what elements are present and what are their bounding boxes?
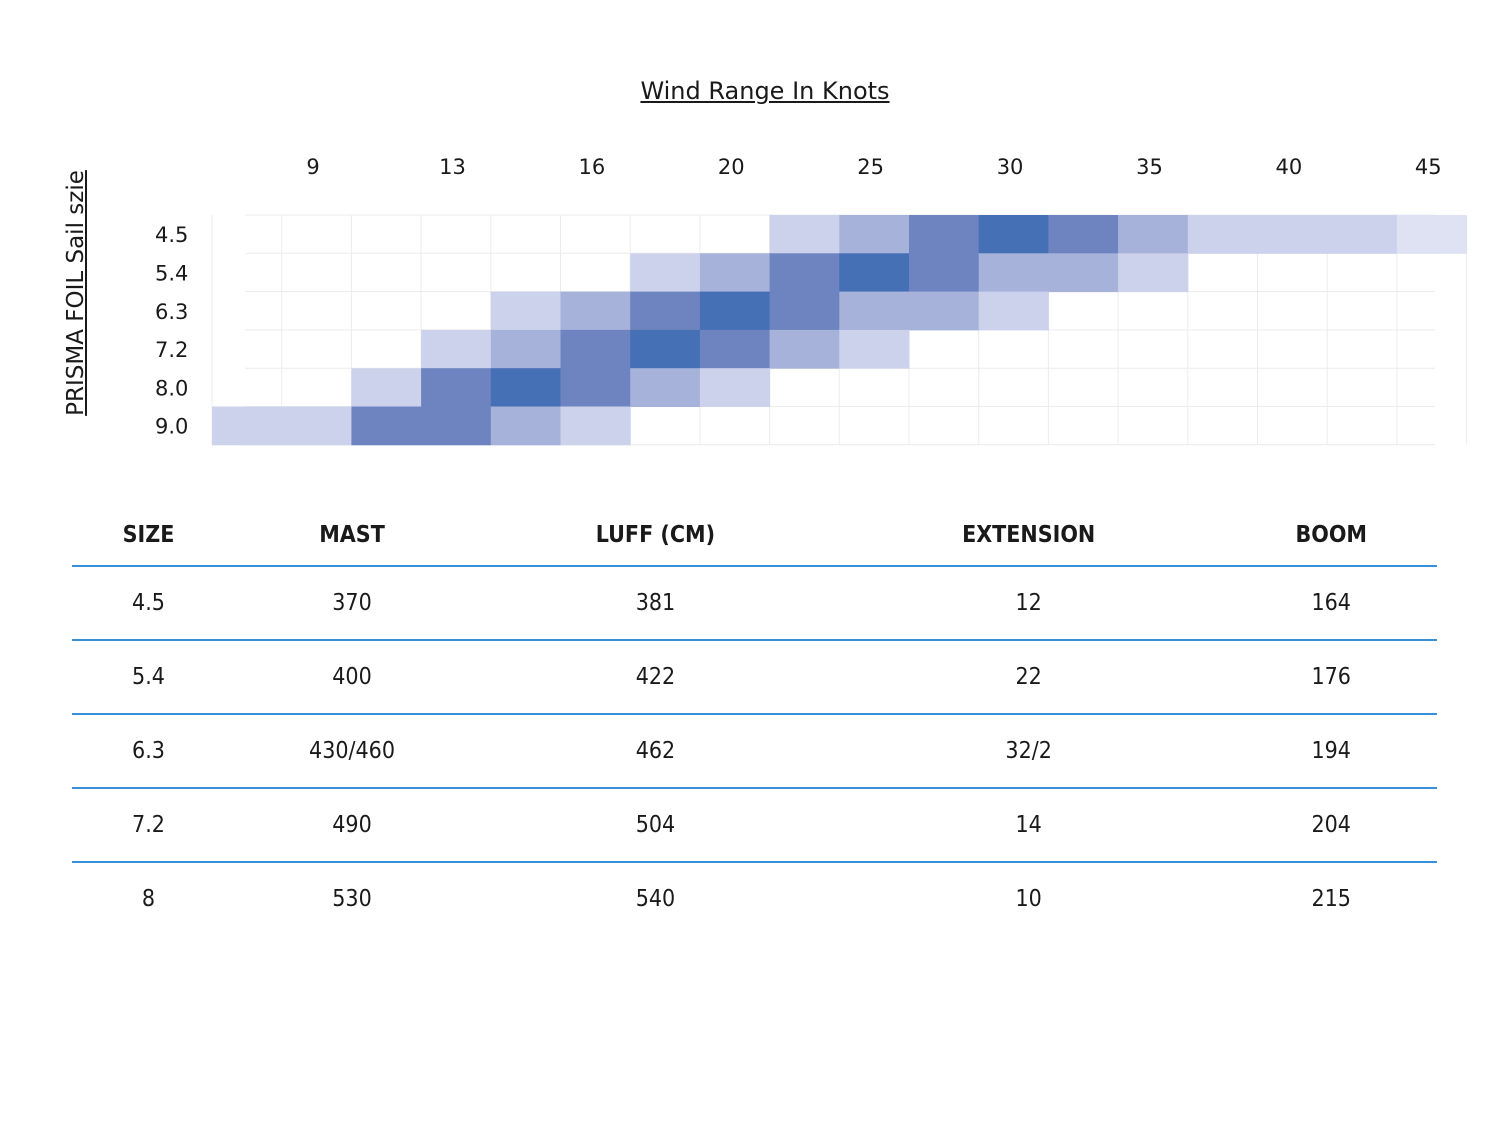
heatmap-cell: [421, 406, 492, 446]
cell-luff: 540: [635, 886, 676, 912]
heatmap-cell: [421, 368, 492, 407]
x-tick-label: 9: [306, 155, 319, 179]
heatmap-cell: [560, 406, 631, 446]
cell-extension: 32/2: [831, 714, 1226, 789]
heatmap-cell: [212, 406, 283, 446]
table-row: 5.4 400 422 22 176: [72, 640, 1437, 715]
heatmap-cell: [769, 329, 840, 369]
table-row: 6.3 430/460 462 32/2 194: [72, 714, 1437, 789]
cell-extension: 14: [831, 788, 1226, 863]
cell-mast: 430/460: [224, 714, 480, 789]
x-tick-label: 45: [1415, 155, 1442, 179]
heatmap-cell: [560, 329, 631, 369]
heatmap-cell: [351, 406, 422, 446]
cell-size: 8: [141, 886, 156, 912]
cell-size: 4.5: [72, 566, 225, 641]
heatmap-cell: [560, 368, 631, 407]
x-tick-label: 20: [718, 155, 745, 179]
header-mast: MAST: [224, 505, 480, 567]
heatmap-cell: [1187, 215, 1258, 254]
cell-extension: 22: [831, 640, 1226, 715]
heatmap-cell: [1396, 215, 1468, 254]
heatmap-cell: [1257, 215, 1328, 254]
x-tick-label: 13: [439, 155, 466, 179]
heatmap-cell: [630, 253, 701, 293]
table-row: 7.2 490 504 14 204: [72, 788, 1437, 863]
heatmap-cell: [490, 406, 561, 446]
heatmap-cell: [1118, 215, 1189, 254]
cell-size: 7.2: [72, 788, 225, 863]
row-label: 5.4: [155, 261, 188, 285]
spec-table: SIZE MAST LUFF (CM) EXTENSION BOOM 4.5 3…: [72, 505, 1437, 935]
heatmap-cell: [490, 291, 561, 331]
row-label: 7.2: [155, 338, 188, 362]
heatmap-cell: [421, 329, 492, 369]
cell-mast: 530: [332, 886, 372, 912]
heatmap-cell: [909, 291, 980, 331]
heatmap-cell: [1048, 253, 1119, 293]
cell-boom: 204: [1225, 788, 1437, 863]
row-label: 6.3: [155, 300, 188, 324]
cell-extension: 10: [1015, 886, 1042, 912]
heatmap-cell: [699, 368, 771, 407]
heatmap-cell: [630, 291, 701, 331]
heatmap-cell: [699, 329, 771, 369]
cell-luff: 462: [479, 714, 832, 789]
heatmap-cell: [839, 329, 910, 369]
cell-boom: 164: [1225, 566, 1437, 641]
heatmap-cell: [1048, 215, 1119, 254]
heatmap-cell: [699, 253, 771, 293]
cell-extension: 12: [831, 566, 1226, 641]
heatmap-cell: [909, 215, 980, 254]
heatmap-cell: [281, 406, 352, 446]
header-extension: EXTENSION: [831, 505, 1226, 567]
header-boom: BOOM: [1225, 505, 1437, 567]
x-tick-label: 35: [1136, 155, 1163, 179]
cell-boom: 215: [1311, 886, 1351, 912]
chart-title: Wind Range In Knots: [640, 77, 890, 105]
heatmap-cell: [630, 368, 701, 407]
wind-range-heatmap: 4.5 5.4 6.3 7.2 8.0 9.0 9 13 16 20 25 30 35 40 45: [155, 155, 1468, 446]
heatmap-cell: [769, 253, 840, 293]
heatmap-cell: [490, 368, 561, 407]
cell-boom: 176: [1225, 640, 1437, 715]
table-row: 4.5 370 381 12 164: [72, 566, 1437, 641]
cell-luff: 422: [479, 640, 832, 715]
cell-luff: 504: [479, 788, 832, 863]
heatmap-cell: [699, 291, 771, 331]
heatmap-cell: [560, 291, 631, 331]
heatmap-cell: [1118, 253, 1189, 293]
row-label: 8.0: [155, 376, 188, 400]
row-label: 4.5: [155, 223, 188, 247]
cell-mast: 400: [224, 640, 480, 715]
x-tick-label: 30: [997, 155, 1024, 179]
x-tick-label: 40: [1275, 155, 1302, 179]
cell-mast: 490: [224, 788, 480, 863]
heatmap-cell: [839, 253, 910, 293]
heatmap-cell: [490, 329, 561, 369]
heatmap-cell: [909, 253, 980, 293]
heatmap-cell: [978, 291, 1049, 331]
heatmap-cell: [769, 291, 840, 331]
heatmap-cell: [1327, 215, 1398, 254]
heatmap-cell: [978, 215, 1049, 254]
cell-size: 5.4: [72, 640, 225, 715]
x-tick-label: 16: [578, 155, 605, 179]
header-luff: LUFF (CM): [479, 505, 832, 567]
x-tick-label: 25: [857, 155, 884, 179]
heatmap-cell: [839, 215, 910, 254]
heatmap-cell: [351, 368, 422, 407]
heatmap-cell: [769, 215, 840, 254]
heatmap-cell: [839, 291, 910, 331]
cell-boom: 194: [1225, 714, 1437, 789]
heatmap-cell: [630, 329, 701, 369]
spec-header-row: SIZE MAST LUFF (CM) EXTENSION BOOM: [72, 505, 1437, 567]
header-size: SIZE: [72, 505, 225, 567]
heatmap-cell: [978, 253, 1049, 293]
row-label: 9.0: [155, 415, 188, 439]
cell-size: 6.3: [72, 714, 225, 789]
cell-mast: 370: [224, 566, 480, 641]
table-row: 8 530 540 10 215: [72, 862, 1437, 935]
cell-luff: 381: [479, 566, 832, 641]
